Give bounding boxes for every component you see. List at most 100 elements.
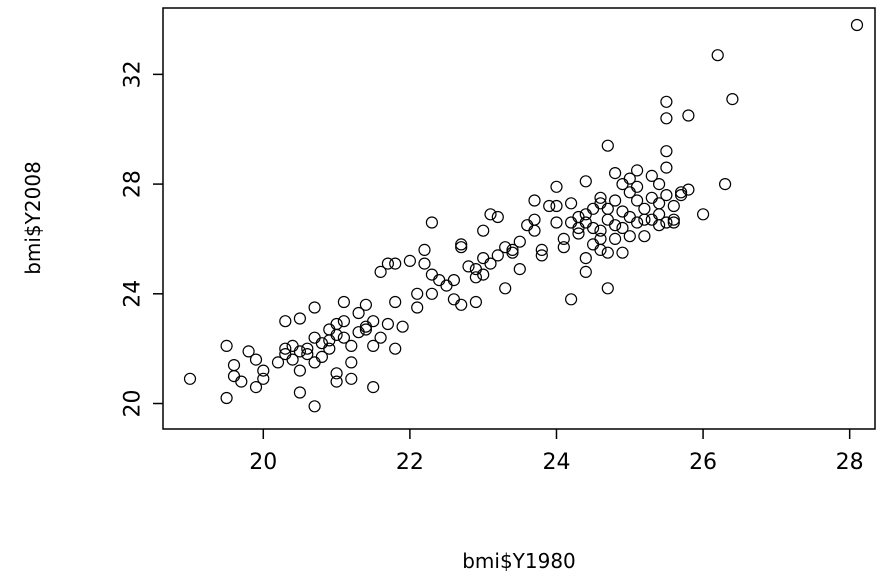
- data-point: [293, 386, 306, 399]
- data-point: [638, 230, 651, 243]
- data-point: [337, 331, 350, 344]
- data-point: [330, 367, 343, 380]
- data-point: [323, 342, 336, 355]
- data-point: [579, 252, 592, 265]
- data-point: [279, 342, 292, 355]
- data-point: [660, 216, 673, 229]
- data-point: [579, 265, 592, 278]
- data-point: [418, 243, 431, 256]
- data-point: [550, 199, 563, 213]
- data-point: [601, 139, 614, 152]
- data-point: [535, 243, 548, 256]
- data-point: [594, 232, 607, 245]
- data-point: [447, 274, 460, 287]
- y-tick-label: 20: [121, 390, 146, 418]
- data-point: [315, 350, 328, 363]
- data-point: [367, 381, 380, 394]
- data-point: [601, 282, 614, 295]
- data-point: [359, 323, 372, 336]
- data-point: [652, 178, 666, 191]
- data-point: [418, 257, 431, 270]
- data-point: [601, 246, 614, 259]
- data-point: [293, 345, 306, 358]
- data-point: [674, 186, 688, 199]
- data-point: [660, 112, 673, 125]
- data-point: [227, 359, 241, 372]
- data-point: [638, 213, 651, 226]
- data-point: [660, 145, 673, 158]
- data-point: [455, 298, 468, 311]
- data-point: [345, 356, 358, 369]
- x-tick-label: 24: [542, 450, 570, 475]
- data-point: [726, 92, 739, 106]
- data-point: [506, 246, 519, 259]
- data-point: [301, 342, 314, 355]
- data-point: [667, 216, 680, 229]
- data-point: [352, 306, 365, 320]
- data-point: [594, 191, 607, 204]
- data-point: [667, 199, 680, 213]
- x-axis-label: bmi$Y1980: [462, 549, 576, 573]
- x-tick-label: 22: [396, 450, 424, 475]
- data-point: [513, 263, 526, 276]
- data-point: [337, 295, 350, 309]
- data-point: [630, 194, 644, 207]
- data-point: [564, 197, 578, 210]
- data-point: [660, 161, 673, 174]
- data-point: [535, 249, 548, 262]
- data-point: [389, 295, 402, 309]
- data-point: [718, 178, 732, 191]
- data-point: [374, 265, 387, 278]
- x-tick-label: 26: [689, 450, 717, 475]
- data-point: [293, 312, 306, 325]
- data-point: [183, 372, 197, 385]
- data-point: [337, 315, 350, 328]
- y-tick-label: 32: [121, 60, 146, 88]
- data-point: [564, 293, 578, 306]
- data-point: [389, 342, 402, 355]
- data-point: [330, 317, 343, 331]
- data-point: [630, 164, 644, 177]
- data-point: [682, 183, 695, 196]
- data-point: [557, 232, 570, 245]
- data-point: [506, 243, 519, 256]
- plot-frame: [162, 7, 876, 430]
- data-point: [696, 208, 710, 221]
- x-axis: 20 22 24 26 28: [249, 429, 864, 475]
- data-point: [425, 287, 438, 300]
- data-point: [608, 232, 622, 245]
- data-point: [564, 216, 578, 229]
- data-point: [271, 356, 285, 369]
- data-point: [389, 257, 402, 270]
- data-point: [550, 216, 563, 229]
- data-point: [469, 295, 482, 309]
- data-point: [411, 301, 424, 314]
- data-point: [608, 167, 622, 180]
- x-tick-label: 20: [249, 450, 277, 475]
- data-point: [477, 268, 490, 281]
- data-point: [257, 364, 270, 377]
- data-point: [630, 180, 644, 193]
- data-point: [381, 257, 394, 270]
- data-point: [528, 194, 541, 207]
- data-point: [469, 271, 482, 284]
- data-point: [586, 221, 600, 235]
- data-point: [711, 49, 724, 62]
- data-point: [345, 372, 358, 385]
- data-point: [616, 221, 629, 235]
- data-point: [594, 224, 607, 237]
- data-point: [301, 348, 314, 361]
- data-point: [850, 18, 864, 32]
- data-point: [616, 246, 629, 259]
- y-tick-label: 28: [121, 170, 146, 198]
- y-axis-label: bmi$Y2008: [21, 161, 45, 275]
- data-point: [330, 375, 343, 388]
- data-point: [484, 208, 497, 221]
- data-point: [293, 364, 306, 377]
- data-point: [572, 227, 585, 240]
- data-point: [381, 317, 394, 331]
- y-axis: 20 24 28 32: [121, 60, 163, 418]
- data-point: [543, 199, 556, 213]
